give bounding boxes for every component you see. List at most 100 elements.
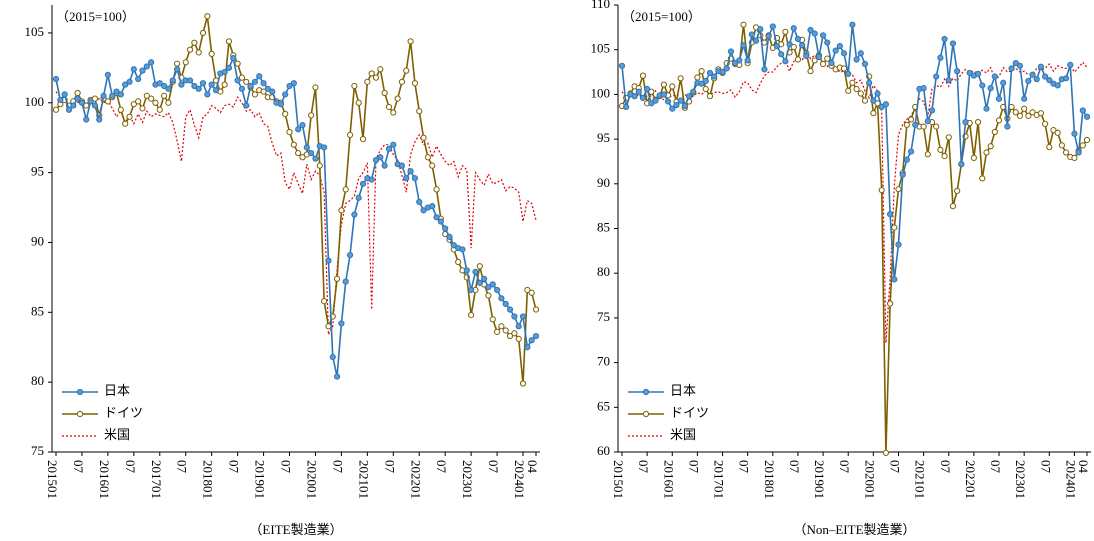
data-point: [1037, 110, 1045, 117]
data-point: [316, 162, 323, 169]
x-tick-label: 201601: [661, 460, 676, 499]
data-point: [933, 123, 940, 130]
data-point: [983, 149, 990, 156]
data-point: [143, 92, 150, 99]
data-point: [941, 152, 948, 160]
y-tick-label: 75: [597, 309, 610, 324]
data-point: [173, 66, 181, 73]
data-point: [702, 77, 709, 85]
y-tick-label: 110: [591, 0, 610, 11]
data-point: [437, 218, 444, 225]
data-point: [312, 155, 319, 162]
data-point: [1083, 136, 1091, 144]
data-point: [891, 224, 898, 231]
data-point: [949, 203, 957, 210]
data-point: [411, 80, 419, 87]
data-point: [677, 75, 684, 82]
data-point: [130, 66, 137, 73]
x-tick-label: 07: [787, 460, 802, 474]
series-line: [55, 55, 537, 377]
data-point: [70, 102, 77, 109]
data-point: [782, 28, 789, 35]
y-tick-label: 60: [597, 443, 610, 458]
data-point: [991, 128, 998, 136]
data-point: [394, 95, 401, 102]
data-point: [719, 68, 726, 76]
data-point: [1000, 79, 1007, 86]
data-point: [368, 70, 375, 77]
data-point: [1012, 109, 1019, 116]
data-point: [186, 46, 194, 53]
data-point: [377, 66, 384, 73]
data-point: [1008, 65, 1015, 72]
data-point: [104, 98, 111, 105]
x-tick-label: 201601: [97, 460, 112, 499]
data-point: [433, 186, 440, 193]
data-point: [903, 156, 910, 163]
data-point: [381, 89, 388, 97]
data-point: [752, 37, 760, 44]
x-tick-label: 201701: [149, 460, 164, 499]
data-point: [312, 84, 319, 91]
x-tick-label: 202001: [304, 460, 319, 499]
data-point: [790, 43, 797, 51]
data-point: [706, 93, 714, 100]
data-point: [933, 73, 940, 80]
data-point: [476, 263, 483, 270]
data-point: [532, 306, 540, 313]
data-point: [528, 337, 535, 344]
data-point: [824, 39, 831, 46]
data-point: [979, 82, 986, 89]
data-point: [1067, 61, 1074, 68]
data-point: [524, 344, 531, 351]
data-point: [836, 43, 843, 50]
y-tick-label: 75: [31, 443, 44, 458]
data-point: [286, 129, 293, 136]
data-point: [398, 162, 406, 169]
data-point: [122, 81, 129, 88]
data-point: [78, 99, 86, 106]
data-point: [139, 105, 146, 112]
data-point: [74, 89, 81, 97]
data-point: [243, 102, 250, 109]
x-tick-label: 07: [175, 460, 190, 474]
data-point: [920, 123, 927, 130]
data-point: [995, 95, 1003, 102]
data-point: [878, 186, 885, 194]
data-point: [333, 275, 341, 282]
data-point: [308, 112, 315, 119]
y-tick-label: 70: [597, 354, 610, 369]
data-point: [811, 30, 818, 37]
data-point: [1025, 112, 1032, 119]
data-point: [83, 116, 90, 123]
data-point: [191, 82, 198, 90]
data-point: [385, 103, 393, 111]
data-point: [882, 449, 890, 456]
data-point: [139, 67, 146, 74]
series-line: [621, 50, 1088, 343]
data-point: [468, 312, 475, 319]
legend-marker: [642, 388, 650, 396]
data-point: [631, 93, 638, 100]
data-point: [403, 67, 410, 74]
data-point: [819, 60, 827, 68]
data-point: [191, 39, 198, 46]
data-point: [878, 103, 885, 111]
y-tick-label: 85: [31, 303, 44, 318]
data-point: [824, 55, 831, 62]
data-point: [247, 82, 254, 90]
data-point: [208, 50, 215, 57]
legend-label: 日本: [670, 383, 696, 398]
data-point: [74, 95, 81, 102]
chart-panel: 75 80 85 90 95 100 105 201501 07 201601 07 201701 07…: [25, 5, 540, 537]
data-point: [109, 92, 116, 99]
data-point: [870, 97, 877, 104]
data-point: [773, 43, 781, 50]
data-point: [156, 106, 163, 113]
data-point: [924, 118, 931, 125]
data-point: [1071, 154, 1078, 161]
data-point: [966, 69, 973, 77]
data-point: [673, 102, 680, 109]
data-point: [928, 107, 936, 114]
data-point: [204, 13, 211, 20]
